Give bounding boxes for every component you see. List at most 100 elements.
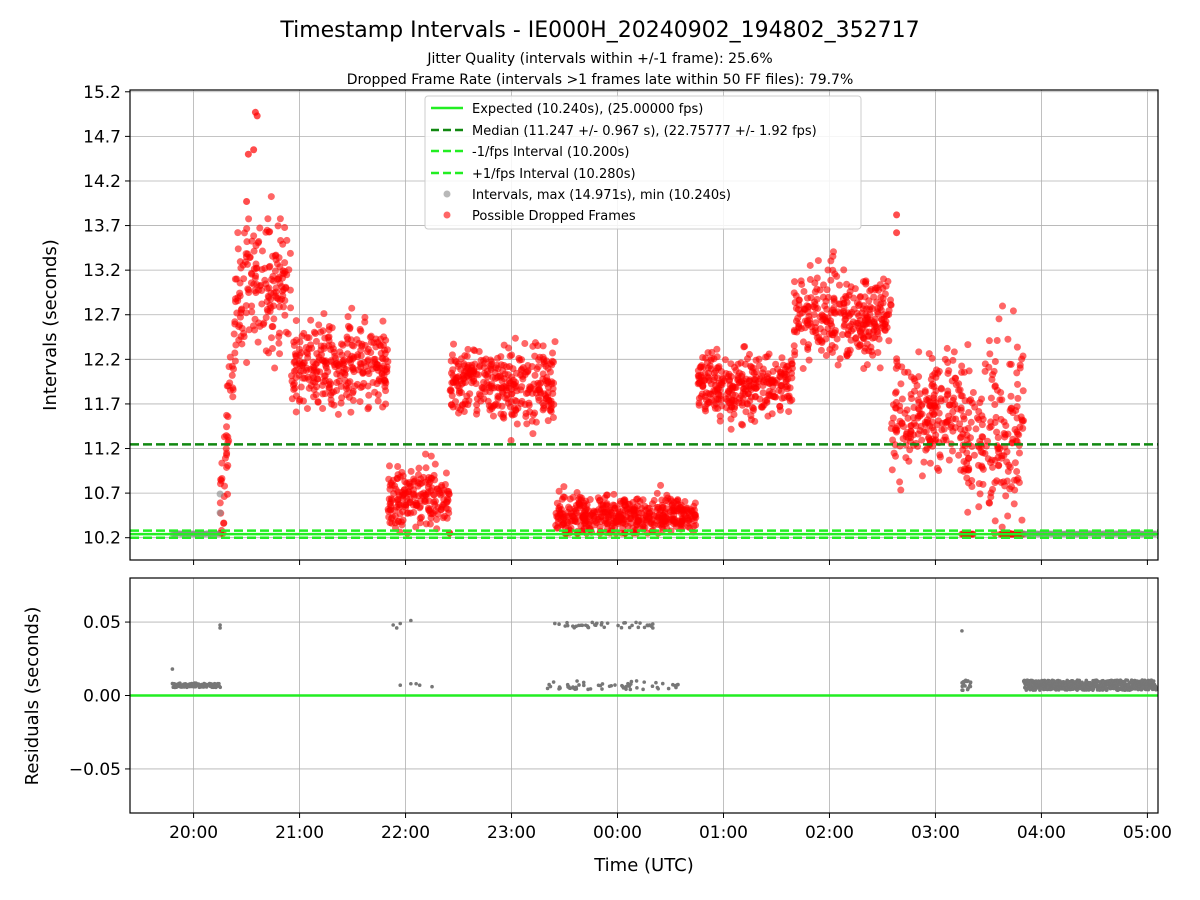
- dropped-frame-point: [967, 418, 975, 426]
- dropped-frame-point: [237, 309, 245, 317]
- residual-point: [567, 686, 572, 690]
- x-axis-label: Time (UTC): [593, 855, 694, 876]
- dropped-frame-point: [811, 279, 819, 287]
- dropped-frame-point: [887, 301, 895, 309]
- dropped-frame-point: [357, 363, 365, 371]
- dropped-frame-point: [993, 477, 1001, 485]
- dropped-frame-point: [708, 390, 716, 398]
- dropped-frame-point: [549, 349, 557, 357]
- dropped-frame-point: [716, 412, 724, 420]
- dropped-frame-point: [935, 467, 943, 475]
- dropped-frame-point: [535, 394, 543, 402]
- dropped-frame-point: [284, 330, 292, 338]
- dropped-frame-point: [582, 505, 590, 513]
- dropped-frame-point: [760, 401, 768, 409]
- dropped-frame-point: [960, 457, 968, 465]
- dropped-frame-point: [777, 369, 785, 377]
- dropped-frame-point: [263, 298, 271, 306]
- x-tick-label: 05:00: [1123, 823, 1172, 843]
- dropped-frame-point: [275, 339, 283, 347]
- dropped-frame-point: [986, 424, 994, 432]
- dropped-frame-point: [995, 315, 1003, 323]
- residual-point: [626, 681, 630, 686]
- dropped-frame-point: [223, 411, 231, 419]
- dropped-frame-point: [824, 314, 832, 322]
- legend-label-minus-fps: -1/fps Interval (10.200s): [472, 145, 629, 160]
- dropped-frame-point: [322, 364, 330, 372]
- dropped-frame-point: [897, 486, 905, 494]
- dropped-frame-point: [615, 508, 623, 516]
- residual-point: [430, 684, 434, 689]
- dropped-frame-point: [253, 112, 261, 120]
- residuals-y-ticks: −0.05 0.00 0.05: [69, 613, 130, 780]
- residual-point: [409, 618, 413, 623]
- dropped-frame-point: [749, 403, 757, 411]
- dropped-frame-point: [1005, 461, 1013, 469]
- legend: Expected (10.240s), (25.00000 fps) Media…: [424, 95, 862, 230]
- residual-point: [607, 684, 612, 689]
- dropped-frame-point: [252, 272, 260, 280]
- x-tick-label: 04:00: [1017, 823, 1066, 843]
- dropped-frame-point: [429, 509, 437, 517]
- residual-point: [409, 681, 413, 686]
- dropped-frame-point: [764, 412, 772, 420]
- dropped-frame-point: [747, 363, 755, 371]
- dropped-frame-point: [815, 333, 823, 341]
- dropped-frame-point: [1011, 459, 1019, 467]
- dropped-frame-point: [279, 240, 287, 248]
- residual-point: [574, 624, 578, 629]
- dropped-frame-point: [549, 390, 557, 398]
- dropped-frame-point: [242, 250, 250, 258]
- dropped-frame-point: [765, 350, 773, 358]
- dropped-frame-point: [861, 278, 869, 286]
- dropped-frame-point: [984, 437, 992, 445]
- dropped-frame-point: [506, 403, 514, 411]
- dropped-frame-point: [768, 378, 776, 386]
- dropped-frame-point: [922, 446, 930, 454]
- dropped-frame-point: [945, 367, 953, 375]
- dropped-frame-point: [801, 324, 809, 332]
- dropped-frame-point: [454, 373, 462, 381]
- dropped-frame-point: [715, 391, 723, 399]
- dropped-frame-point: [834, 361, 842, 369]
- dropped-frame-point: [849, 318, 857, 326]
- dropped-frame-point: [251, 326, 259, 334]
- dropped-frame-point: [975, 443, 983, 451]
- dropped-frame-point: [478, 383, 486, 391]
- dropped-frame-point: [320, 372, 328, 380]
- dropped-frame-point: [695, 394, 703, 402]
- dropped-frame-point: [399, 494, 407, 502]
- dropped-frame-point: [724, 397, 732, 405]
- dropped-frame-point: [333, 379, 341, 387]
- residual-point: [571, 685, 575, 689]
- dropped-frame-point: [427, 452, 435, 460]
- dropped-frame-point: [948, 447, 956, 455]
- dropped-frame-point: [431, 460, 439, 468]
- y-tick-label: 14.7: [83, 127, 121, 147]
- dropped-frame-point: [975, 408, 983, 416]
- dropped-frame-point: [320, 378, 328, 386]
- dropped-frame-point: [891, 389, 899, 397]
- dropped-frame-point: [772, 360, 780, 368]
- dropped-frame-point: [978, 421, 986, 429]
- dropped-frame-point: [311, 378, 319, 386]
- dropped-frame-point: [893, 355, 901, 363]
- dropped-frame-point: [710, 369, 718, 377]
- dropped-frame-point: [704, 364, 712, 372]
- dropped-frame-point: [994, 434, 1002, 442]
- residual-point: [586, 687, 590, 692]
- dropped-frame-point: [799, 338, 807, 346]
- dropped-frame-point: [461, 379, 469, 387]
- dropped-frame-point: [995, 462, 1003, 470]
- dropped-frame-point: [555, 506, 563, 514]
- residual-point: [577, 683, 581, 687]
- dropped-frame-point: [261, 264, 269, 272]
- dropped-frame-point: [257, 281, 265, 289]
- residual-point: [960, 629, 964, 633]
- dropped-frame-point: [645, 515, 653, 523]
- dropped-frame-point: [536, 379, 544, 387]
- dropped-frame-point: [531, 371, 539, 379]
- dropped-frame-point: [799, 365, 807, 373]
- dropped-frame-point: [778, 354, 786, 362]
- dropped-frame-point: [864, 332, 872, 340]
